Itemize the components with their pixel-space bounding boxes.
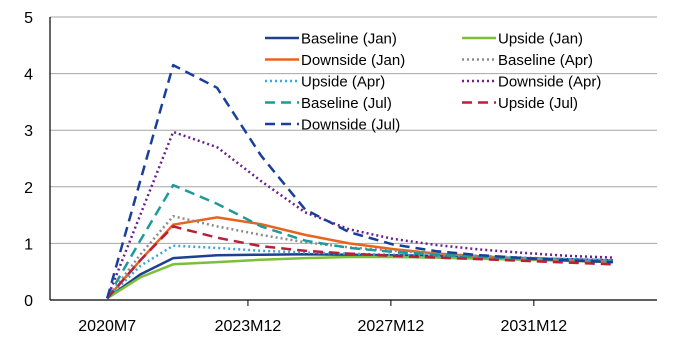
y-tick-label: 3: [24, 123, 33, 140]
series-lines: [105, 63, 614, 300]
x-tick-label: 2020M7: [78, 318, 136, 335]
y-tick-label: 1: [24, 236, 33, 253]
legend-label: Upside (Apr): [301, 74, 385, 91]
series-line: [106, 244, 614, 300]
series-line: [106, 183, 614, 299]
legend-label: Upside (Jul): [498, 95, 578, 112]
y-tick-label: 4: [24, 67, 33, 84]
series-line: [106, 225, 614, 300]
legend-label: Downside (Jan): [301, 52, 405, 69]
series-line: [105, 63, 614, 299]
x-tick-labels: 2020M7 2023M12 2027M12 2031M12: [78, 318, 567, 335]
axes: [49, 17, 657, 306]
legend-label: Baseline (Jul): [301, 95, 392, 112]
x-tick-label: 2027M12: [358, 318, 425, 335]
legend-label: Downside (Jul): [301, 117, 400, 134]
y-tick-label: 5: [24, 10, 33, 27]
y-tick-label: 0: [24, 293, 33, 310]
legend-label: Downside (Apr): [498, 74, 601, 91]
x-tick-label: 2023M12: [215, 318, 282, 335]
x-tick-label: 2031M12: [500, 318, 567, 335]
grid-lines: [50, 16, 657, 244]
series-line: [106, 255, 614, 300]
y-tick-label: 2: [24, 180, 33, 197]
legend-label: Baseline (Apr): [498, 52, 593, 69]
series-line: [106, 130, 614, 299]
y-tick-labels: 0 1 2 3 4 5: [24, 10, 33, 310]
legend-label: Baseline (Jan): [301, 31, 397, 48]
legend: Baseline (Jan) Upside (Jan) Downside (Jan)…: [265, 31, 601, 134]
legend-label: Upside (Jan): [498, 31, 583, 48]
